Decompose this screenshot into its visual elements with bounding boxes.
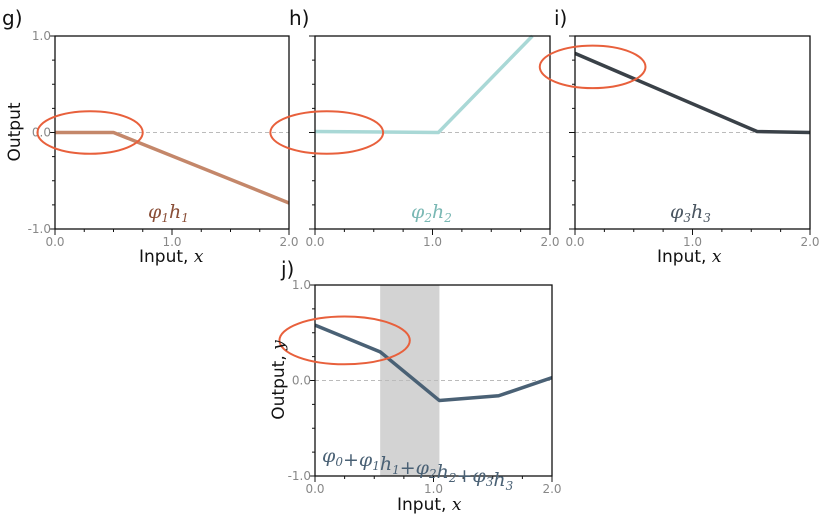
x-tick-label-j: 2.0 [542, 482, 561, 496]
series-line-h [314, 34, 534, 135]
series-label-j-part: h [493, 469, 505, 491]
panel-letter-i: i) [554, 6, 567, 30]
x-tick-label-h: 0.0 [305, 235, 324, 249]
x-tick-label-h: 2.0 [540, 235, 559, 249]
chart-panel-g: 0.0 1.0 2.0-1.00.01.0 [28, 29, 299, 249]
highlight-ellipse-g [36, 110, 144, 155]
chart-panel-h: 0.0 1.0 2.0 [269, 34, 560, 249]
y-tick-label-g: 1.0 [32, 29, 51, 43]
series-label-j-sub: 2 [448, 471, 457, 485]
series-label-j-part: φ [359, 449, 373, 471]
ylabel-g: Output [5, 102, 25, 161]
y-tick-label-j: 0.0 [292, 374, 311, 388]
series-label-j-part: φ [322, 445, 336, 467]
xlabel-j: Input, x [397, 495, 462, 515]
series-label-h: φ2h2 [411, 201, 452, 225]
panel-letter-h: h) [289, 6, 309, 30]
highlight-ellipse-j [278, 315, 411, 366]
x-tick-label-i: 1.0 [683, 235, 702, 249]
series-line-j [314, 323, 553, 403]
xlabel-g: Input, x [139, 247, 204, 267]
x-tick-label-h: 1.0 [423, 235, 442, 249]
series-label-g: φ1h1 [148, 201, 189, 225]
series-label-j-part: h [437, 461, 449, 483]
series-label-j-part: + [400, 457, 416, 479]
series-label-j-sub: 1 [372, 459, 380, 473]
series-label-j-sub: 1 [392, 463, 400, 477]
series-label-j-sub: 0 [335, 455, 343, 469]
series-line-i [574, 51, 811, 135]
y-tick-label-g: 0.0 [32, 126, 51, 140]
series-label-j-sub: 2 [428, 467, 437, 481]
series-label-j-sub: 3 [486, 475, 494, 489]
x-tick-label-i: 2.0 [800, 235, 819, 249]
chart-panel-i: 0.0 1.0 2.0 [538, 35, 820, 249]
series-label-j-part: + [343, 449, 359, 471]
x-tick-label-j: 1.0 [424, 482, 443, 496]
x-tick-label-g: 0.0 [45, 235, 64, 249]
series-line-g [55, 130, 290, 205]
ylabel-j: Output, y [269, 340, 289, 420]
series-label-j: φ0+φ1h1+φ2h2+φ3h3 [322, 445, 514, 493]
y-tick-label-j: 1.0 [292, 278, 311, 292]
series-label-j-sub: 3 [506, 479, 514, 493]
series-label-i: φ3h3 [670, 201, 711, 225]
chart-panel-j: 0.0 1.0 2.0-1.00.01.0 [278, 278, 562, 496]
x-tick-label-g: 1.0 [162, 235, 181, 249]
xlabel-i: Input, x [657, 247, 722, 267]
series-label-j-part: + [456, 465, 472, 487]
y-tick-label-j: -1.0 [288, 469, 311, 483]
series-label-j-part: φ [416, 457, 430, 479]
panel-letter-j: j) [280, 257, 294, 281]
highlight-ellipse-i [538, 44, 647, 90]
x-tick-label-i: 0.0 [565, 235, 584, 249]
y-tick-label-g: -1.0 [28, 222, 51, 236]
series-label-j-part: h [380, 453, 392, 475]
highlight-ellipse-h [269, 110, 385, 155]
x-tick-label-g: 2.0 [279, 235, 298, 249]
series-label-j-part: φ [472, 465, 486, 487]
panel-letter-g: g) [2, 6, 23, 30]
x-tick-label-j: 0.0 [305, 482, 324, 496]
